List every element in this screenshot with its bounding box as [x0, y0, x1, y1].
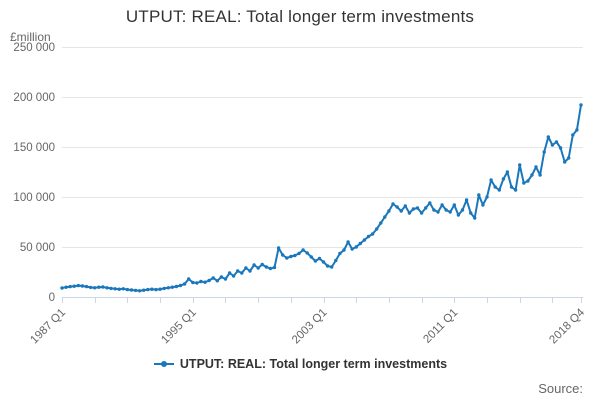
- x-axis-ticks: [62, 298, 582, 303]
- y-axis-label: 50 000: [20, 242, 55, 254]
- y-axis-labels: 0 50 000 100 000 150 000 200 000 250 000: [13, 42, 55, 304]
- series-markers: [60, 103, 583, 293]
- x-axis-label: 1987 Q1: [28, 307, 68, 347]
- chart-title: UTPUT: REAL: Total longer term investmen…: [125, 7, 475, 26]
- y-axis-label: 150 000: [13, 142, 55, 154]
- x-axis-label: 1995 Q1: [159, 307, 199, 347]
- x-axis-label: 2011 Q1: [421, 307, 460, 346]
- legend-line-marker-icon: [153, 361, 174, 367]
- x-axis-labels: 1987 Q1 1995 Q1 2003 Q1 2011 Q1 2018 Q4: [28, 306, 587, 346]
- chart-plot-area: 0 50 000 100 000 150 000 200 000 250 000 1987 …: [13, 42, 587, 346]
- legend: UTPUT: REAL: Total longer term investmen…: [0, 357, 600, 371]
- source-label: Source:: [538, 381, 583, 396]
- legend-label: UTPUT: REAL: Total longer term investmen…: [179, 357, 448, 371]
- y-axis-label: 100 000: [13, 192, 55, 204]
- y-axis-label: 200 000: [13, 92, 55, 104]
- x-axis-label: 2003 Q1: [290, 307, 330, 347]
- y-gridlines: [62, 47, 583, 248]
- y-axis-label: 0: [49, 292, 55, 304]
- y-axis-unit-label: £million: [10, 30, 51, 44]
- y-axis-label: 250 000: [13, 42, 55, 54]
- legend-item[interactable]: UTPUT: REAL: Total longer term investmen…: [153, 357, 447, 371]
- x-axis-label: 2018 Q4: [547, 306, 587, 346]
